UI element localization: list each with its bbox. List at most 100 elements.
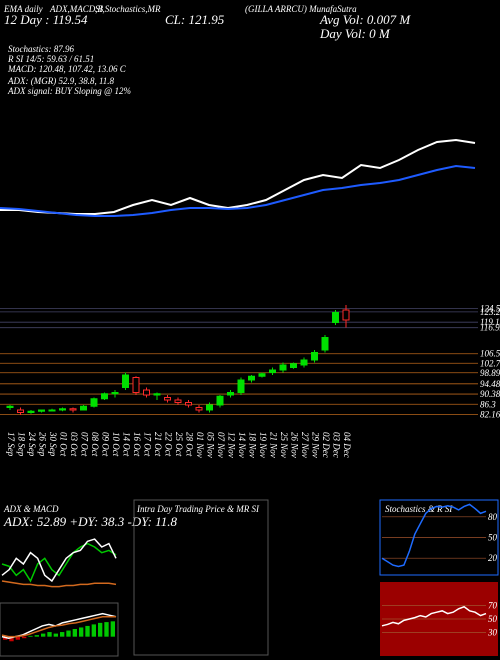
level-label: 119.13 xyxy=(480,317,500,327)
candle-body xyxy=(195,407,203,411)
macd-panel xyxy=(0,602,119,657)
date-label: 16 Oct xyxy=(132,432,142,457)
adx-title: ADX & MACD xyxy=(3,504,59,514)
level-label: 30 xyxy=(487,628,498,638)
date-label: 18 Nov xyxy=(248,432,258,458)
candle-body xyxy=(122,374,129,388)
candle-body xyxy=(216,395,224,406)
candle-body xyxy=(258,373,266,377)
candle-body xyxy=(185,402,192,406)
macd-bar xyxy=(28,635,33,637)
macd-bar xyxy=(47,632,52,637)
level-label: 50 xyxy=(488,533,498,543)
candle-body xyxy=(27,410,35,413)
date-label: 12 Nov xyxy=(227,432,237,458)
h-close: CL: 121.95 xyxy=(165,12,225,27)
date-label: 09 Oct xyxy=(101,432,111,457)
candle-body xyxy=(248,375,255,381)
line-series xyxy=(381,503,487,568)
date-label: 03 Dec xyxy=(332,432,342,458)
candle-body xyxy=(153,393,161,396)
h-dayvol: Day Vol: 0 M xyxy=(319,26,391,41)
level-label: 82.16 xyxy=(480,410,500,420)
level-label: 20 xyxy=(488,553,498,563)
candle-body xyxy=(206,404,213,411)
h-mid2: SI,Stochastics,MR xyxy=(95,4,161,14)
h-avgvol: Avg Vol: 0.007 M xyxy=(319,12,411,27)
h-rsi: R SI 14/5: 59.63 / 61.51 xyxy=(7,54,94,64)
date-label: 14 Oct xyxy=(122,432,132,457)
level-label: 124.55 xyxy=(480,304,500,314)
date-label: 01 Nov xyxy=(195,432,205,458)
date-label: 28 Oct xyxy=(185,432,195,457)
level-label: 50 xyxy=(488,614,498,624)
candle-body xyxy=(59,408,66,411)
level-label: 123.24 xyxy=(480,307,500,317)
macd-bar xyxy=(98,622,103,637)
candle-body xyxy=(279,364,287,371)
date-label: 05 Nov xyxy=(206,432,216,458)
macd-bar xyxy=(41,633,46,637)
intra-title: Intra Day Trading Price & MR SI xyxy=(136,504,260,514)
macd-bar xyxy=(22,636,27,639)
date-label: 26 Nov xyxy=(290,432,300,458)
macd-bar xyxy=(3,636,8,640)
line-series xyxy=(1,542,117,583)
date-label: 25 Nov xyxy=(279,432,289,458)
candle-body xyxy=(69,408,77,411)
candle-body xyxy=(17,409,24,413)
candle-body xyxy=(332,312,339,323)
candle-body xyxy=(300,359,308,366)
h-left: EMA daily xyxy=(3,4,43,14)
candle-body xyxy=(227,392,234,396)
macd-bar xyxy=(15,636,20,640)
macd-bar xyxy=(79,627,84,637)
macd-bar xyxy=(9,636,14,642)
adx-values: ADX: 52.89 +DY: 38.3 -DY: 11.8 xyxy=(3,514,177,529)
macd-bar xyxy=(34,635,39,637)
level-label: 106.51 xyxy=(480,349,500,359)
candle-body xyxy=(38,409,45,412)
candle-body xyxy=(111,392,119,395)
level-label: 70 xyxy=(488,600,498,610)
candle-body xyxy=(48,409,56,412)
macd-bar xyxy=(85,625,90,637)
level-label: 90.38 xyxy=(480,389,500,399)
line-series xyxy=(1,538,117,583)
date-label: 25 Oct xyxy=(174,432,184,457)
date-label: 29 Nov xyxy=(311,432,321,458)
candle-body xyxy=(90,398,98,407)
h-ticker: (GILLA ARRCU) MunafaSutra xyxy=(245,4,357,14)
date-label: 21 Nov xyxy=(269,432,279,458)
h-adxsig: ADX signal: BUY Sloping @ 12% xyxy=(7,86,131,96)
h-macd: MACD: 120.48, 107.42, 13.06 C xyxy=(7,64,127,74)
date-label: 01 Oct xyxy=(59,432,69,457)
candle-body xyxy=(143,389,150,396)
macd-bar xyxy=(110,621,115,637)
h-mid1: ADX,MACD,B xyxy=(49,4,103,14)
line-series xyxy=(1,580,117,588)
date-label: 08 Oct xyxy=(90,432,100,457)
candle-body xyxy=(164,397,171,401)
date-label: 07 Nov xyxy=(216,432,226,458)
date-label: 10 Oct xyxy=(111,432,121,457)
date-label: 17 Oct xyxy=(143,432,153,457)
candle-body xyxy=(237,379,245,393)
line-series xyxy=(0,164,476,217)
macd-bar xyxy=(91,624,96,637)
date-label: 21 Oct xyxy=(153,432,163,457)
stoch-title: Stochastics & R SI xyxy=(385,504,453,514)
date-label: 14 Nov xyxy=(237,432,247,458)
stoch-panel xyxy=(379,499,499,576)
candle-body xyxy=(132,377,140,393)
date-label: 27 Nov xyxy=(300,432,310,458)
macd-bar xyxy=(72,629,77,637)
level-label: 80 xyxy=(488,512,498,522)
date-label: 17 Sep xyxy=(6,432,16,457)
date-label: 26 Sep xyxy=(38,432,48,457)
level-label: 116.92 xyxy=(480,323,500,333)
candle-body xyxy=(6,405,14,408)
date-label: 24 Sep xyxy=(27,432,37,457)
